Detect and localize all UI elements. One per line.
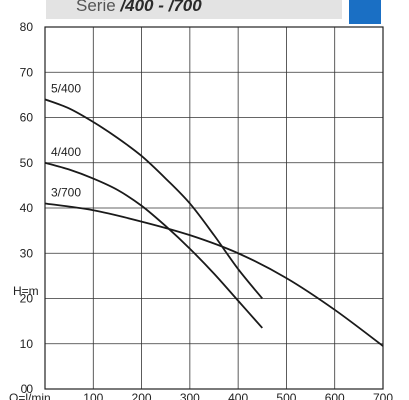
- chart-grid: [44, 26, 384, 390]
- series-model-range: /400 - /700: [120, 0, 202, 15]
- y-tick-label: 30: [20, 246, 34, 260]
- series-label-3-700: 3/700: [51, 185, 81, 199]
- series-line-5-400: [44, 98, 263, 300]
- x-tick-label: 300: [180, 391, 200, 400]
- tick-labels: 0 10 20 30 40 50 60 70 80 100 200 300 400 500 600 700 0: [20, 20, 394, 400]
- y-tick-label: 10: [20, 337, 34, 351]
- x-tick-label: 100: [83, 391, 103, 400]
- x-tick-label-zero: 0: [21, 382, 28, 396]
- y-tick-label: 70: [20, 65, 34, 79]
- y-axis-label: H=m: [13, 284, 39, 298]
- y-tick-label: 80: [20, 20, 34, 34]
- series-label-5-400: 5/400: [51, 81, 81, 95]
- brand-color-square: [349, 0, 381, 24]
- x-tick-label: 400: [228, 391, 248, 400]
- series-title-box: [46, 0, 342, 19]
- series-line-3-700: [44, 202, 384, 347]
- x-tick-label: 600: [325, 391, 345, 400]
- series-line-4-400: [44, 161, 263, 329]
- y-tick-label: 60: [20, 111, 34, 125]
- y-tick-label: 50: [20, 156, 34, 170]
- x-tick-label: 200: [132, 391, 152, 400]
- y-tick-label: 20: [20, 292, 34, 306]
- plot-frame: [44, 26, 384, 390]
- x-axis-label: Q=l/min: [9, 391, 51, 400]
- x-tick-label: 700: [373, 391, 393, 400]
- y-tick-label: 0: [26, 382, 33, 396]
- x-tick-label: 500: [276, 391, 296, 400]
- series-title: Serie /400 - /700: [76, 0, 202, 16]
- y-tick-label: 40: [20, 201, 34, 215]
- series-label-4-400: 4/400: [51, 145, 81, 159]
- series-layer: 5/400 4/400 3/700: [44, 81, 384, 347]
- series-prefix: Serie: [76, 0, 121, 15]
